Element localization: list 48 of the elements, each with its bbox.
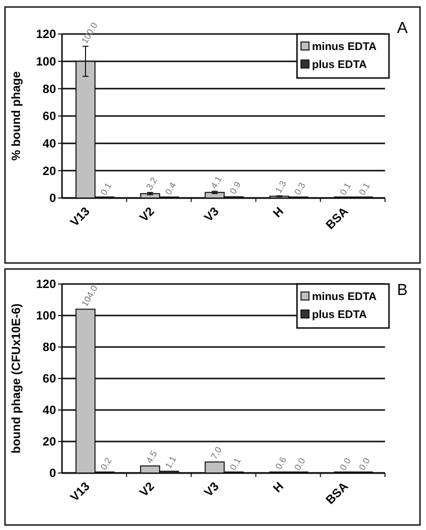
y-tick-label: 80 xyxy=(42,82,56,96)
data-label: 0.0 xyxy=(338,456,353,472)
y-tick-label: 60 xyxy=(42,372,56,386)
data-label: 7.0 xyxy=(208,445,224,461)
data-label: 0.0 xyxy=(356,456,372,472)
y-tick-label: 0 xyxy=(49,191,56,206)
x-tick-label: V3 xyxy=(201,204,222,225)
x-tick-label: V3 xyxy=(201,479,222,500)
data-label: 0.1 xyxy=(338,181,353,197)
legend-label: minus EDTA xyxy=(312,291,377,303)
y-tick-label: 20 xyxy=(42,434,56,449)
data-label: 0.1 xyxy=(98,181,114,197)
y-tick-label: 40 xyxy=(42,403,56,418)
y-tick-label: 40 xyxy=(42,136,56,151)
x-tick-label: V2 xyxy=(136,479,158,500)
text: A xyxy=(397,20,408,37)
y-tick-label: 60 xyxy=(42,109,56,124)
x-tick-label: H xyxy=(270,204,286,220)
data-label: 0.2 xyxy=(98,456,114,472)
data-label: 0.3 xyxy=(292,180,308,197)
legend-label: plus EDTA xyxy=(312,309,367,321)
data-label: 0.9 xyxy=(228,180,243,196)
data-label: 0.4 xyxy=(163,180,178,196)
data-label: 1.1 xyxy=(163,454,178,470)
y-tick-label: 20 xyxy=(42,164,56,178)
y-tick-label: 120 xyxy=(36,277,56,292)
x-tick-label: V13 xyxy=(67,478,93,504)
data-label: 1.3 xyxy=(273,178,288,195)
data-label: 4.5 xyxy=(144,449,160,465)
x-tick-label: V13 xyxy=(67,204,93,230)
y-tick-label: 80 xyxy=(42,340,56,354)
data-label: 4.1 xyxy=(208,174,224,190)
legend-label: plus EDTA xyxy=(312,59,367,71)
text: B xyxy=(397,282,408,299)
y-axis-title: bound phage (CFUx10E-6) xyxy=(9,303,23,454)
y-tick-label: 100 xyxy=(36,54,56,69)
x-tick-label: H xyxy=(270,479,286,496)
data-label: 0.0 xyxy=(292,456,308,472)
data-label: 0.1 xyxy=(356,181,372,197)
y-tick-label: 100 xyxy=(36,308,56,323)
x-tick-label: V2 xyxy=(136,204,158,225)
legend-label: minus EDTA xyxy=(312,41,377,53)
y-tick-label: 0 xyxy=(49,466,56,480)
data-label: 0.1 xyxy=(228,456,243,472)
data-label: 3.2 xyxy=(144,176,160,192)
y-axis-title: % bound phage xyxy=(9,71,23,161)
y-tick-label: 120 xyxy=(36,27,56,42)
data-label: 0.6 xyxy=(273,455,288,472)
